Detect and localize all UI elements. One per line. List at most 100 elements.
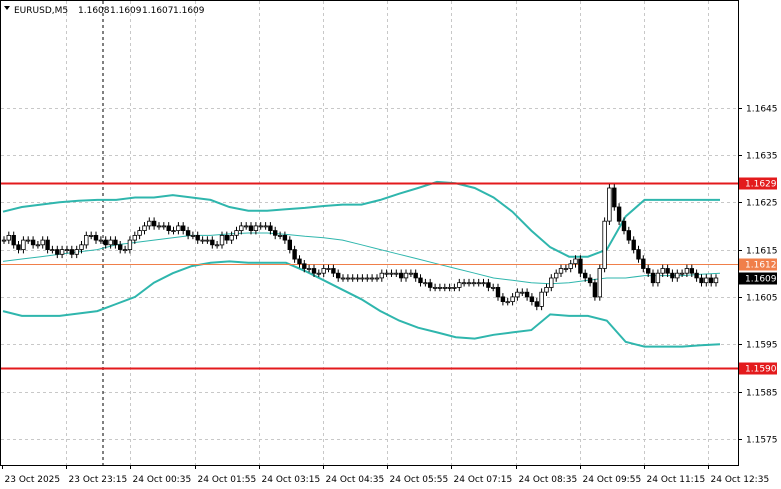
candle	[263, 222, 268, 230]
candle-body	[161, 225, 166, 228]
candle	[355, 274, 360, 282]
candle	[239, 222, 244, 235]
time-tick-label: 24 Oct 01:55	[198, 475, 257, 485]
candle	[612, 184, 617, 211]
close-value: 1.1609	[173, 6, 205, 16]
chart-header: EURUSD,M5 1.1608 1.1609 1.1607 1.1609	[4, 6, 205, 16]
price-tick-label: 1.1605	[746, 294, 778, 304]
candle-body	[437, 286, 443, 289]
candle-body	[389, 272, 394, 275]
candle-body	[684, 268, 690, 274]
candle	[713, 274, 719, 287]
high-value: 1.1609	[110, 6, 142, 16]
candle	[495, 283, 501, 301]
candle-body	[689, 268, 694, 274]
candle	[631, 236, 636, 254]
candle	[331, 264, 336, 277]
candle-body	[151, 220, 157, 227]
candle-body	[713, 277, 719, 284]
candle	[427, 278, 433, 292]
time-tick-label: 24 Oct 09:55	[583, 475, 642, 485]
candle	[292, 245, 297, 263]
candle	[302, 260, 307, 273]
resistance-level-tag	[739, 177, 777, 190]
candle	[524, 288, 530, 301]
candle	[365, 274, 370, 282]
price-tick-label: 1.1645	[746, 105, 778, 115]
candle-body	[171, 230, 176, 233]
candle	[505, 297, 510, 306]
candle-body	[335, 272, 341, 279]
time-tick-label: 23 Oct 2025	[5, 475, 61, 485]
candle-body	[481, 282, 486, 285]
candle-body	[50, 249, 55, 252]
candle	[655, 269, 661, 287]
candle	[74, 245, 79, 259]
candle	[408, 269, 414, 277]
candle	[16, 241, 21, 254]
candle-body	[578, 258, 583, 274]
candle	[214, 241, 220, 249]
bb-upper-band	[2, 180, 720, 258]
candle	[500, 293, 506, 306]
candle-body	[466, 282, 472, 285]
candle-body	[142, 225, 147, 231]
candle-body	[369, 277, 375, 280]
candle	[248, 222, 254, 235]
candle-body	[549, 277, 554, 288]
candle-body	[461, 282, 467, 285]
candle	[486, 278, 491, 292]
candle	[573, 255, 578, 268]
candle	[621, 217, 627, 235]
candle-body	[331, 268, 336, 274]
candle-body	[103, 239, 108, 246]
candle	[461, 278, 467, 287]
candle-body	[524, 291, 530, 298]
candle	[394, 269, 399, 277]
time-axis[interactable]: 23 Oct 2025 23 Oct 23:15 24 Oct 00:35 24 Oc…	[2, 465, 770, 485]
candle	[481, 278, 486, 287]
candle-body	[631, 239, 636, 251]
candle-body	[277, 234, 283, 237]
candle	[558, 264, 564, 277]
candle-body	[108, 239, 113, 246]
price-tick-label: 1.1575	[746, 436, 778, 446]
candle	[432, 283, 438, 292]
candle-body	[272, 230, 278, 236]
candle	[326, 264, 331, 273]
candle-body	[529, 296, 535, 302]
candle-body	[636, 249, 641, 260]
candle	[529, 293, 535, 306]
price-axis[interactable]: 1.1575 1.1585 1.1595 1.1605 1.1615 1.1625 1.16…	[738, 105, 778, 446]
candle	[45, 236, 50, 254]
candle	[55, 245, 60, 259]
candle	[549, 274, 554, 292]
candle-body	[239, 225, 244, 231]
candle	[466, 278, 472, 287]
candle-body	[587, 277, 593, 284]
candle-body	[374, 277, 380, 280]
candle	[563, 264, 569, 273]
current-level-tag	[739, 258, 777, 271]
candle	[229, 231, 234, 244]
candle	[592, 278, 598, 301]
candle-body	[297, 258, 302, 265]
candle	[704, 274, 709, 287]
candle-body	[132, 234, 137, 241]
candle-body	[79, 244, 84, 250]
candle	[616, 203, 622, 225]
candle	[205, 236, 210, 244]
price-levels[interactable]: 1.1629 1.1612 1.1609 1.1590	[1, 177, 777, 375]
candle-body	[558, 268, 564, 274]
candle	[321, 264, 326, 277]
candle-body	[534, 301, 539, 307]
time-tick-label: 24 Oct 12:35	[711, 475, 770, 485]
candle	[554, 269, 559, 282]
candle-body	[427, 282, 433, 288]
candle-body	[602, 220, 607, 269]
time-tick-label: 24 Oct 07:15	[454, 475, 513, 485]
candle	[597, 264, 602, 301]
candle-body	[495, 286, 501, 298]
candle	[650, 269, 656, 287]
